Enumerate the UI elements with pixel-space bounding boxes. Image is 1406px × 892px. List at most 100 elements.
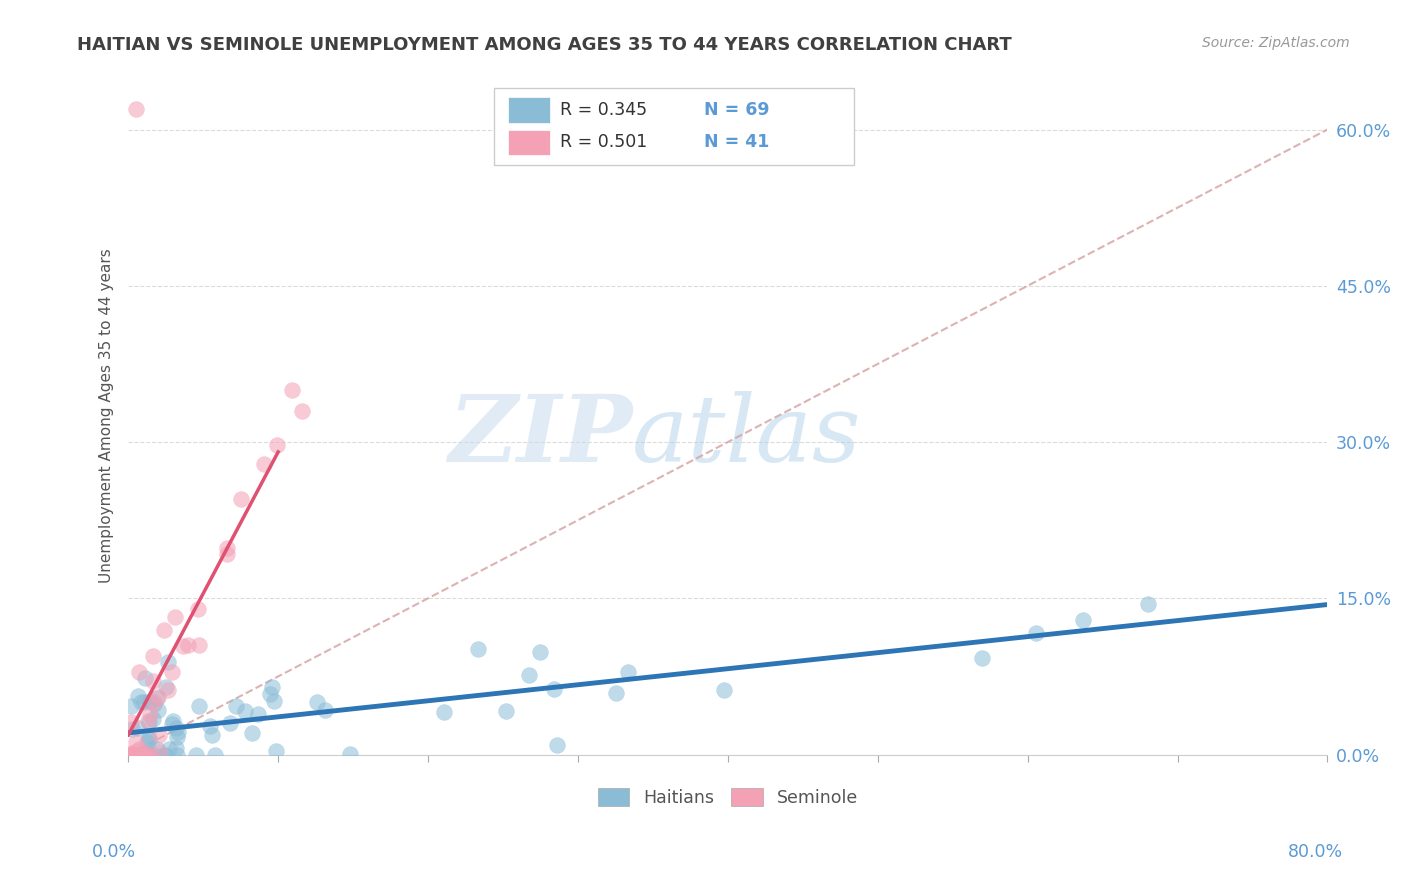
Legend: Haitians, Seminole: Haitians, Seminole	[591, 780, 865, 814]
Point	[162, 714, 184, 729]
Point	[166, 730, 188, 744]
Point	[132, 695, 155, 709]
Point	[118, 747, 141, 761]
Point	[132, 747, 155, 762]
Point	[252, 458, 274, 472]
Point	[148, 745, 170, 759]
Point	[120, 699, 142, 714]
Point	[148, 690, 170, 704]
Point	[120, 715, 142, 730]
Point	[145, 691, 167, 706]
Point	[198, 719, 221, 733]
Point	[281, 383, 304, 397]
Point	[184, 747, 207, 762]
Text: N = 69: N = 69	[704, 101, 769, 119]
Point	[138, 731, 160, 745]
Point	[142, 674, 165, 689]
Point	[177, 638, 200, 652]
Point	[148, 728, 170, 742]
Point	[143, 695, 166, 709]
Point	[129, 747, 152, 762]
Point	[138, 706, 160, 721]
Point	[167, 725, 190, 739]
Point	[1025, 626, 1047, 640]
Point	[155, 680, 177, 694]
Point	[155, 747, 177, 762]
Point	[263, 694, 285, 708]
Point	[160, 717, 183, 731]
Point	[138, 714, 160, 729]
Point	[132, 747, 155, 762]
Point	[132, 747, 155, 762]
Point	[138, 694, 160, 708]
Text: N = 41: N = 41	[704, 134, 769, 152]
Point	[128, 665, 150, 680]
Text: atlas: atlas	[631, 392, 862, 482]
Point	[156, 683, 179, 698]
Point	[136, 735, 159, 749]
Point	[157, 742, 180, 756]
Point	[124, 747, 146, 762]
Point	[136, 747, 159, 762]
Point	[127, 722, 149, 736]
Y-axis label: Unemployment Among Ages 35 to 44 years: Unemployment Among Ages 35 to 44 years	[100, 249, 114, 583]
Point	[339, 747, 361, 761]
Point	[1136, 597, 1159, 611]
Point	[131, 747, 153, 762]
Point	[156, 655, 179, 669]
Point	[617, 665, 640, 679]
Point	[266, 438, 288, 452]
Point	[127, 689, 149, 703]
Point	[229, 492, 252, 507]
Point	[246, 706, 269, 721]
Point	[143, 747, 166, 762]
Point	[139, 747, 162, 762]
Point	[145, 742, 167, 756]
Point	[266, 743, 288, 757]
Point	[165, 721, 187, 735]
Text: 0.0%: 0.0%	[91, 843, 135, 861]
Text: ZIP: ZIP	[447, 392, 631, 482]
Point	[134, 671, 156, 685]
Point	[1071, 613, 1094, 627]
Point	[188, 698, 211, 713]
Point	[142, 649, 165, 664]
Point	[138, 747, 160, 762]
Point	[517, 668, 540, 682]
Point	[125, 744, 148, 758]
Point	[605, 686, 627, 700]
Point	[160, 665, 183, 679]
Point	[125, 102, 148, 116]
Point	[121, 722, 143, 736]
FancyBboxPatch shape	[494, 87, 853, 165]
Point	[260, 681, 283, 695]
Point	[215, 541, 238, 556]
Point	[152, 747, 174, 762]
Point	[495, 704, 517, 718]
Point	[128, 742, 150, 756]
Point	[152, 623, 174, 637]
Point	[467, 641, 489, 656]
Bar	[509, 129, 550, 155]
Point	[314, 703, 336, 717]
Point	[305, 695, 328, 709]
Text: R = 0.501: R = 0.501	[560, 134, 647, 152]
Point	[187, 602, 209, 616]
Point	[201, 728, 224, 742]
Point	[204, 747, 226, 762]
Point	[240, 726, 263, 740]
Point	[529, 645, 551, 659]
Point	[215, 547, 238, 561]
Point	[259, 687, 281, 701]
Point	[188, 638, 211, 652]
Text: Source: ZipAtlas.com: Source: ZipAtlas.com	[1202, 36, 1350, 50]
Point	[142, 698, 165, 712]
Point	[136, 714, 159, 728]
Text: 80.0%: 80.0%	[1288, 843, 1343, 861]
Bar	[509, 97, 550, 123]
Point	[125, 747, 148, 762]
Point	[142, 712, 165, 726]
Point	[135, 747, 157, 761]
Point	[219, 715, 242, 730]
Point	[233, 704, 256, 718]
